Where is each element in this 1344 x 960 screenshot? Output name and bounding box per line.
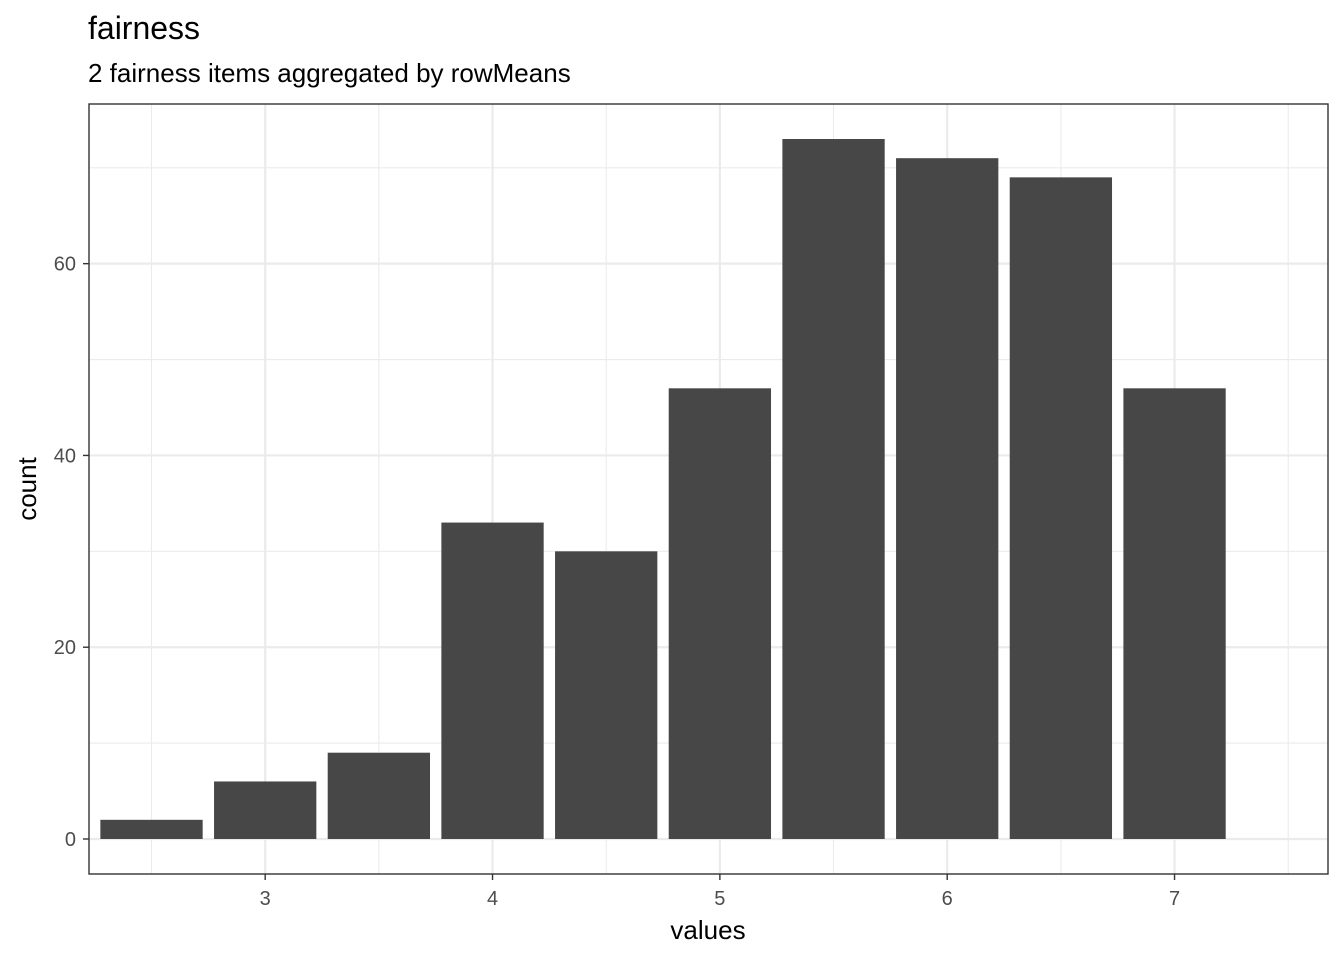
bar	[441, 522, 544, 839]
bars	[100, 139, 1226, 839]
panel-border	[88, 103, 1329, 875]
minor-gridlines	[89, 104, 1328, 874]
chart-subtitle: 2 fairness items aggregated by rowMeans	[88, 58, 571, 88]
x-tick-label: 7	[1169, 888, 1180, 910]
y-tick-label: 40	[54, 445, 76, 467]
plot-panel	[88, 103, 1329, 875]
x-tick-label: 5	[714, 888, 725, 910]
y-tick-label: 60	[54, 254, 76, 276]
x-tick-label: 3	[260, 888, 271, 910]
bar	[555, 551, 658, 839]
y-tick-label: 0	[65, 829, 76, 851]
bar	[896, 158, 999, 839]
bar	[100, 819, 203, 839]
bar	[782, 139, 885, 839]
bar	[1123, 388, 1226, 839]
bar	[1009, 177, 1113, 839]
bar	[327, 752, 431, 839]
y-axis: 0 20 40 60	[54, 254, 89, 851]
x-axis: 3 4 5 6 7	[260, 874, 1180, 910]
x-tick-label: 6	[942, 888, 953, 910]
y-tick-label: 20	[54, 637, 76, 659]
chart-title: fairness	[88, 10, 200, 46]
x-axis-title: values	[670, 915, 745, 945]
x-tick-label: 4	[487, 888, 498, 910]
bar	[214, 781, 317, 839]
y-axis-title: count	[12, 456, 42, 520]
bar	[668, 388, 772, 839]
